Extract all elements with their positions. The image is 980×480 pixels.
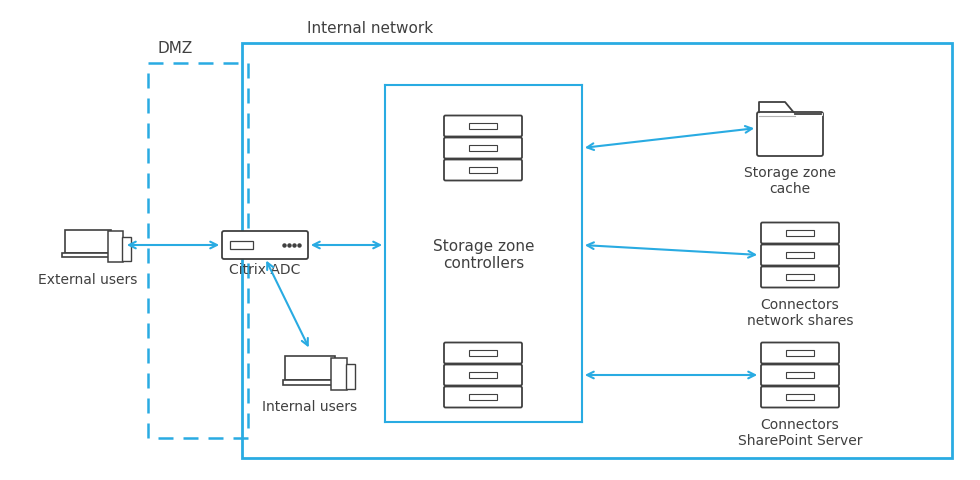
FancyBboxPatch shape [761,244,839,265]
FancyBboxPatch shape [757,112,823,156]
FancyBboxPatch shape [786,350,814,356]
FancyBboxPatch shape [468,350,497,356]
FancyBboxPatch shape [444,386,522,408]
FancyBboxPatch shape [786,275,814,279]
FancyBboxPatch shape [761,343,839,363]
FancyBboxPatch shape [444,343,522,363]
FancyBboxPatch shape [468,168,497,172]
FancyBboxPatch shape [65,230,112,252]
FancyBboxPatch shape [444,159,522,180]
FancyBboxPatch shape [108,231,123,262]
FancyBboxPatch shape [282,380,337,384]
Text: Internal network: Internal network [307,21,433,36]
FancyBboxPatch shape [285,356,335,380]
FancyBboxPatch shape [468,145,497,151]
FancyBboxPatch shape [122,237,131,261]
FancyBboxPatch shape [761,386,839,408]
FancyBboxPatch shape [222,231,308,259]
FancyBboxPatch shape [786,230,814,236]
Text: External users: External users [38,273,137,287]
FancyBboxPatch shape [444,137,522,158]
FancyBboxPatch shape [761,223,839,243]
FancyBboxPatch shape [230,241,253,249]
Text: Storage zone
controllers: Storage zone controllers [433,239,534,271]
Text: Internal users: Internal users [263,400,358,414]
FancyBboxPatch shape [444,116,522,136]
FancyBboxPatch shape [62,252,114,257]
Text: Citrix ADC: Citrix ADC [229,263,301,277]
FancyBboxPatch shape [786,372,814,378]
FancyBboxPatch shape [331,358,347,390]
Text: Connectors
network shares: Connectors network shares [747,298,854,328]
FancyBboxPatch shape [468,372,497,378]
FancyBboxPatch shape [786,252,814,257]
FancyBboxPatch shape [468,123,497,129]
Text: Connectors
SharePoint Server: Connectors SharePoint Server [738,418,862,448]
Text: Storage zone
cache: Storage zone cache [744,166,836,196]
Text: DMZ: DMZ [158,41,193,56]
FancyBboxPatch shape [761,364,839,385]
FancyBboxPatch shape [761,266,839,288]
FancyBboxPatch shape [468,395,497,399]
FancyBboxPatch shape [786,395,814,399]
FancyBboxPatch shape [346,364,356,389]
FancyBboxPatch shape [444,364,522,385]
